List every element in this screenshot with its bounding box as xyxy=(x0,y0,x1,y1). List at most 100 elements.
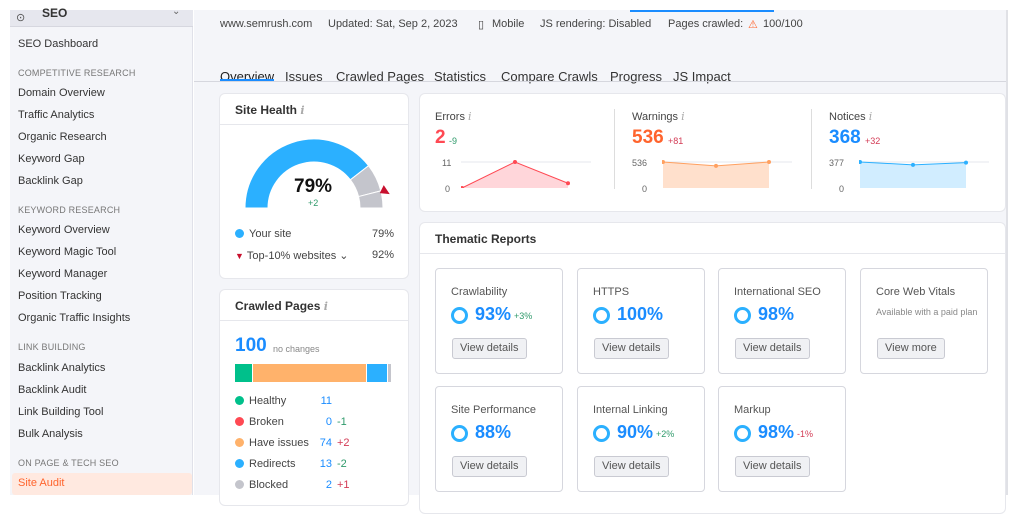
count[interactable]: 11 xyxy=(320,395,332,407)
sparkline-area xyxy=(462,162,568,188)
y-min-label: 0 xyxy=(642,184,648,194)
divider xyxy=(811,109,812,189)
count[interactable]: 0 xyxy=(325,416,332,428)
report-title: HTTPS xyxy=(593,286,630,298)
js-rendering: JS rendering: Disabled xyxy=(540,18,652,30)
sidebar-item[interactable]: Traffic Analytics xyxy=(18,109,95,121)
sidebar-item-label: Site Audit xyxy=(18,477,65,489)
view-details-button[interactable]: View details xyxy=(452,338,527,359)
view-details-button[interactable]: View details xyxy=(452,456,527,477)
info-icon[interactable]: i xyxy=(868,110,873,123)
view-details-button[interactable]: View details xyxy=(594,338,669,359)
info-icon[interactable]: i xyxy=(681,110,685,123)
view-details-button[interactable]: View more xyxy=(877,338,945,359)
toolbar-button-edge[interactable] xyxy=(630,10,774,12)
thematic-report-https: HTTPS 100% View details xyxy=(577,268,705,374)
issue-count[interactable]: 536 xyxy=(632,127,664,148)
active-tab-indicator xyxy=(220,79,274,81)
sidebar-item[interactable]: Organic Research xyxy=(18,131,107,143)
bar-segment-blocked[interactable] xyxy=(387,364,391,382)
crawled-stacked-bar xyxy=(235,364,392,382)
sidebar-section: ON PAGE & TECH SEO xyxy=(18,458,119,468)
sparkline-point xyxy=(461,186,464,188)
scrollbar[interactable] xyxy=(1006,10,1008,495)
tab-issues[interactable]: Issues xyxy=(285,69,323,84)
thematic-report-markup: Markup 98% -1% View details xyxy=(718,386,846,492)
legend-row[interactable]: Redirects xyxy=(235,458,295,470)
crawled-total[interactable]: 100 xyxy=(235,335,267,356)
blue-dot-icon xyxy=(235,229,244,238)
label: Blocked xyxy=(249,479,289,491)
thematic-report-internal-linking: Internal Linking 90% +2% View details xyxy=(577,386,705,492)
bar-segment-healthy[interactable] xyxy=(235,364,252,382)
legend-row[interactable]: Broken xyxy=(235,416,284,428)
report-score: 98% xyxy=(758,304,795,324)
report-title: Core Web Vitals xyxy=(876,286,956,298)
legend-top10[interactable]: ▼ Top-10% websites ⌄ xyxy=(235,249,348,262)
domain[interactable]: www.semrush.com xyxy=(220,18,313,30)
tab-js-impact[interactable]: JS Impact xyxy=(673,69,731,84)
sidebar-item[interactable]: Bulk Analysis xyxy=(18,428,83,440)
thematic-report-core-web-vitals: Core Web Vitals Available with a paid pla… xyxy=(860,268,988,374)
sidebar-seo-header[interactable]: ⊙ SEO ⌄ xyxy=(10,6,193,27)
report-score: 88% xyxy=(475,422,512,442)
sidebar-item[interactable]: Backlink Audit xyxy=(18,384,87,396)
sidebar-item[interactable]: Keyword Magic Tool xyxy=(18,246,117,258)
count[interactable]: 13 xyxy=(319,458,332,470)
sparkline-area xyxy=(663,162,769,188)
mobile-icon: ▯ xyxy=(478,19,485,31)
sidebar-item[interactable]: Position Tracking xyxy=(18,290,102,302)
sidebar-item[interactable]: Keyword Manager xyxy=(18,268,108,280)
bar-segment-redirects[interactable] xyxy=(367,364,387,382)
view-details-button[interactable]: View details xyxy=(594,456,669,477)
sparkline-point xyxy=(964,160,968,165)
tab-statistics[interactable]: Statistics xyxy=(434,69,487,84)
legend-row[interactable]: Healthy xyxy=(235,395,286,407)
sidebar-item[interactable]: Keyword Gap xyxy=(18,153,85,165)
sidebar-item[interactable]: Domain Overview xyxy=(18,87,105,99)
info-icon[interactable]: i xyxy=(323,300,328,313)
sidebar-item[interactable]: Backlink Analytics xyxy=(18,362,106,374)
sidebar-item[interactable]: Keyword Overview xyxy=(18,224,110,236)
issue-count[interactable]: 368 xyxy=(829,127,861,148)
legend-row[interactable]: Blocked xyxy=(235,479,288,491)
sidebar-section: KEYWORD RESEARCH xyxy=(18,205,121,215)
label: Top-10% websites xyxy=(246,250,337,262)
thematic-title: Thematic Reports xyxy=(435,232,537,246)
tab-compare-crawls[interactable]: Compare Crawls xyxy=(501,69,598,84)
issue-sparkline xyxy=(461,160,591,188)
sidebar-section: LINK BUILDING xyxy=(18,342,86,352)
crawled-pages-card: Crawled Pages i 100 no changes Healthy 11… xyxy=(220,290,408,505)
device: Mobile xyxy=(492,18,525,30)
sidebar-item-site-audit[interactable]: Site Audit xyxy=(12,473,192,495)
count[interactable]: 74 xyxy=(319,437,332,449)
site-health-card: Site Health i 79% +2 Your site 79% ▼ Top-… xyxy=(220,94,408,278)
view-details-button[interactable]: View details xyxy=(735,456,810,477)
info-icon[interactable]: i xyxy=(468,110,472,123)
thematic-report-crawlability: Crawlability 93% +3% View details xyxy=(435,268,563,374)
report-score: 98% xyxy=(758,422,795,442)
tab-crawled-pages[interactable]: Crawled Pages xyxy=(336,69,425,84)
view-details-button[interactable]: View details xyxy=(735,338,810,359)
bar-segment-have-issues[interactable] xyxy=(252,364,367,382)
site-health-delta: +2 xyxy=(308,198,319,208)
chevron-down-icon[interactable]: ⌄ xyxy=(172,6,181,17)
delta: +1 xyxy=(337,479,350,491)
report-title: Crawlability xyxy=(451,286,508,298)
sidebar-item[interactable]: Link Building Tool xyxy=(18,406,104,418)
sidebar-item[interactable]: Organic Traffic Insights xyxy=(18,312,131,324)
info-icon[interactable]: i xyxy=(300,104,305,117)
delta: +2 xyxy=(337,437,350,449)
sparkline-point xyxy=(662,160,665,164)
tab-progress[interactable]: Progress xyxy=(610,69,663,84)
thematic-report-international-seo: International SEO 98% View details xyxy=(718,268,846,374)
report-delta: -1% xyxy=(797,429,814,439)
sidebar-item[interactable]: Backlink Gap xyxy=(18,175,83,187)
top10-value: 92% xyxy=(372,249,395,261)
y-max-label: 536 xyxy=(632,158,648,168)
issue-count[interactable]: 2 xyxy=(435,127,446,148)
legend-row[interactable]: Have issues xyxy=(235,437,309,449)
sidebar-item-seo-dashboard[interactable]: SEO Dashboard xyxy=(18,38,99,50)
count[interactable]: 2 xyxy=(325,479,332,491)
sparkline-point xyxy=(859,160,862,164)
